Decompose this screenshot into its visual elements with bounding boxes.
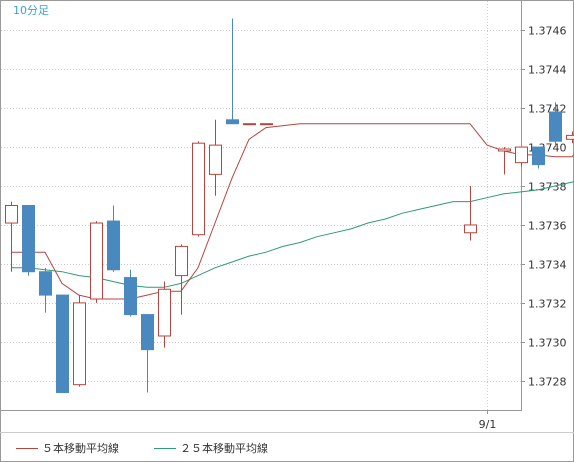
candle-body-up — [243, 123, 256, 126]
candle-body-down — [532, 146, 545, 166]
candle-body-up — [515, 146, 528, 164]
candle-body-up — [73, 302, 86, 386]
candle-body-down — [141, 314, 154, 351]
y-tick-label: 1.3732 — [528, 298, 567, 311]
candle-body-down — [39, 271, 52, 296]
candle — [515, 146, 528, 167]
candle-body-up — [90, 222, 103, 300]
candle — [141, 314, 154, 393]
candle-body-up — [192, 142, 205, 236]
candle — [5, 201, 18, 272]
x-tick-label: 9/1 — [479, 418, 497, 431]
candle-body-down — [226, 119, 239, 125]
x-axis: 9/108:10 — [479, 410, 497, 431]
legend: ５本移動平均線 ２５本移動平均線 — [16, 441, 268, 455]
y-tick-label: 1.3746 — [528, 25, 567, 38]
y-tick-label: 1.3728 — [528, 376, 567, 389]
candle — [39, 267, 52, 313]
candle-body-down — [124, 277, 137, 316]
timeframe-label: 10分足 — [13, 4, 49, 17]
candle — [498, 147, 511, 175]
candle — [124, 269, 137, 317]
y-tick-label: 1.3738 — [528, 181, 567, 194]
y-tick-label: 1.3734 — [528, 259, 567, 272]
candle — [566, 131, 574, 144]
candle — [243, 123, 256, 126]
y-tick-label: 1.3744 — [528, 64, 567, 77]
candle — [464, 186, 477, 241]
legend-label-ma25: ２５本移動平均線 — [180, 441, 268, 455]
ma25-series — [11, 181, 574, 288]
candle-body-up — [5, 205, 18, 224]
legend-label-ma5: ５本移動平均線 — [42, 441, 119, 455]
candle-body-up — [464, 224, 477, 234]
candle — [226, 18, 239, 125]
candle — [22, 205, 35, 276]
candle — [158, 281, 171, 348]
candle — [192, 141, 205, 237]
candle-body-down — [22, 205, 35, 273]
candle — [90, 221, 103, 303]
candle-body-down — [549, 111, 562, 142]
candle — [175, 244, 188, 315]
candle-body-up — [158, 288, 171, 337]
candle — [260, 123, 273, 126]
candle-body-up — [260, 123, 273, 126]
candle — [209, 119, 222, 196]
ma5-line — [11, 123, 574, 300]
candle-body-up — [498, 148, 511, 152]
candle — [532, 146, 545, 169]
candle — [73, 295, 86, 387]
candle-body-down — [107, 220, 120, 271]
candle — [107, 205, 120, 272]
ma5-series — [11, 123, 574, 300]
candle-body-up — [175, 245, 188, 277]
ma25-line — [11, 181, 574, 288]
candle-body-up — [209, 144, 222, 175]
candles — [5, 18, 574, 393]
candle — [56, 294, 69, 393]
candle — [549, 102, 562, 148]
candle-body-up — [566, 134, 574, 140]
candle-body-down — [56, 294, 69, 393]
grid-lines — [1, 1, 521, 410]
y-tick-label: 1.3736 — [528, 220, 567, 233]
y-tick-label: 1.3730 — [528, 337, 567, 350]
